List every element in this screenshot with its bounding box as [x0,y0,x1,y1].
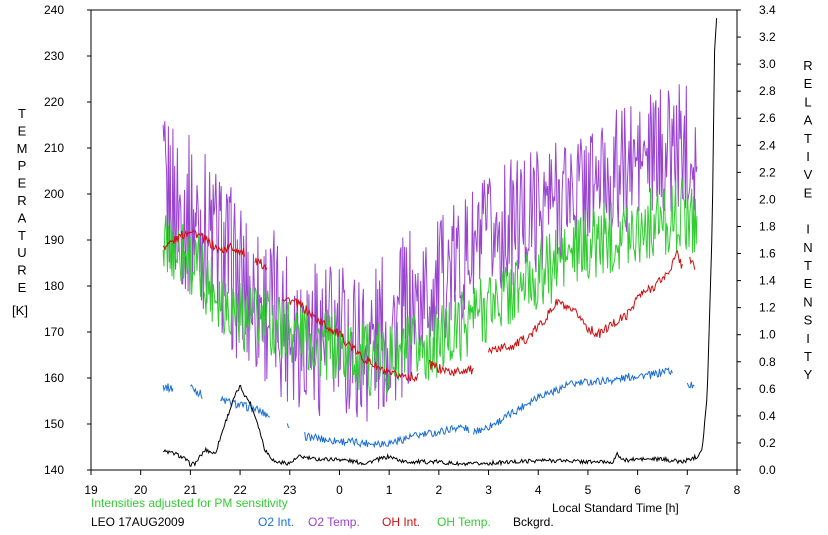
y-axis-right: 0.0 0.2 0.4 0.6 0.8 1.0 1.2 1.4 1.6 1.8 2.0 2.2 2.4 2… [737,3,776,477]
y-right-tick-label: 2.2 [759,165,776,179]
x-tick-label: 22 [233,483,247,497]
y-axis-left: 140 150 160 170 180 190 200 210 220 230 240 [44,3,91,477]
series-line-oh-int [162,230,245,257]
x-tick-label: 23 [283,483,297,497]
y-left-tick-label: 180 [44,279,64,293]
legend-entry-oh-int: OH Int. [382,515,420,529]
y-right-tick-label: 0.8 [759,355,776,369]
x-tick-label: 21 [184,483,198,497]
y-right-tick-label: 1.4 [759,274,776,288]
x-tick-label: 4 [535,483,542,497]
x-tick-label: 6 [634,483,641,497]
series-line-oh-temp [162,177,698,396]
x-tick-label: 20 [134,483,148,497]
series-line-oh-int [428,359,474,377]
y-left-tick-label: 160 [44,371,64,385]
y-right-tick-label: 0.2 [759,436,776,450]
series-line-o2-int [686,381,695,389]
series-line-bckgrd [162,18,718,467]
series-line-o2-int [162,383,174,393]
y-left-tick-label: 240 [44,3,64,17]
legend-entry-oh-temp: OH Temp. [437,515,491,529]
x-tick-label: 1 [386,483,393,497]
y-left-tick-label: 190 [44,233,64,247]
y-right-tick-label: 1.6 [759,247,776,261]
station-label: LEO 17AUG2009 [91,515,185,529]
series-line-oh-int [254,257,268,272]
series-line-o2-int [220,395,271,418]
y-right-tick-label: 0.4 [759,409,776,423]
x-tick-label: 2 [436,483,443,497]
x-tick-label: 19 [84,483,98,497]
y-left-tick-label: 140 [44,463,64,477]
series-line-o2-int [286,423,290,429]
legend-entry-o2-int: O2 Int. [258,515,294,529]
y-left-unit-label: [K] [12,303,28,318]
y-right-tick-label: 3.0 [759,57,776,71]
y-left-tick-label: 210 [44,141,64,155]
series-layer [162,18,718,467]
x-axis: 19 20 21 22 23 0 1 2 3 4 5 6 7 8 [84,470,741,497]
y-right-tick-label: 1.2 [759,301,776,315]
series-line-o2-int [190,384,203,399]
y-right-tick-label: 2.0 [759,192,776,206]
y-left-tick-label: 170 [44,325,64,339]
y-right-tick-label: 0.0 [759,463,776,477]
y-left-tick-label: 230 [44,49,64,63]
x-tick-label: 5 [585,483,592,497]
legend-entry-bckgrd: Bckgrd. [513,515,554,529]
y-right-tick-label: 2.8 [759,84,776,98]
series-line-oh-int [488,249,683,355]
y-right-tick-label: 0.6 [759,382,776,396]
y-right-tick-label: 1.8 [759,219,776,233]
y-right-tick-label: 3.4 [759,3,776,17]
x-tick-label: 7 [684,483,691,497]
y-left-tick-label: 220 [44,95,64,109]
legend: Intensities adjusted for PM sensitivity L… [91,496,554,529]
y-right-tick-label: 1.0 [759,328,776,342]
axis-labels: T E M P E R A T U R E [K] R E L A T I V E I N T E N S I T Y Local Sta… [12,58,813,515]
x-tick-label: 0 [336,483,343,497]
series-line-oh-int [282,297,419,383]
y-right-tick-label: 3.2 [759,30,776,44]
sensitivity-note: Intensities adjusted for PM sensitivity [91,496,288,510]
x-tick-label: 3 [485,483,492,497]
legend-entry-o2-temp: O2 Temp. [308,515,360,529]
y-left-tick-label: 200 [44,187,64,201]
y-right-tick-label: 2.6 [759,111,776,125]
y-left-tick-label: 150 [44,417,64,431]
y-right-tick-label: 2.4 [759,138,776,152]
series-line-oh-int [689,256,696,270]
series-line-o2-int [473,367,673,435]
series-line-o2-int [304,424,470,449]
x-axis-label: Local Standard Time [h] [552,501,679,515]
x-tick-label: 8 [734,483,741,497]
